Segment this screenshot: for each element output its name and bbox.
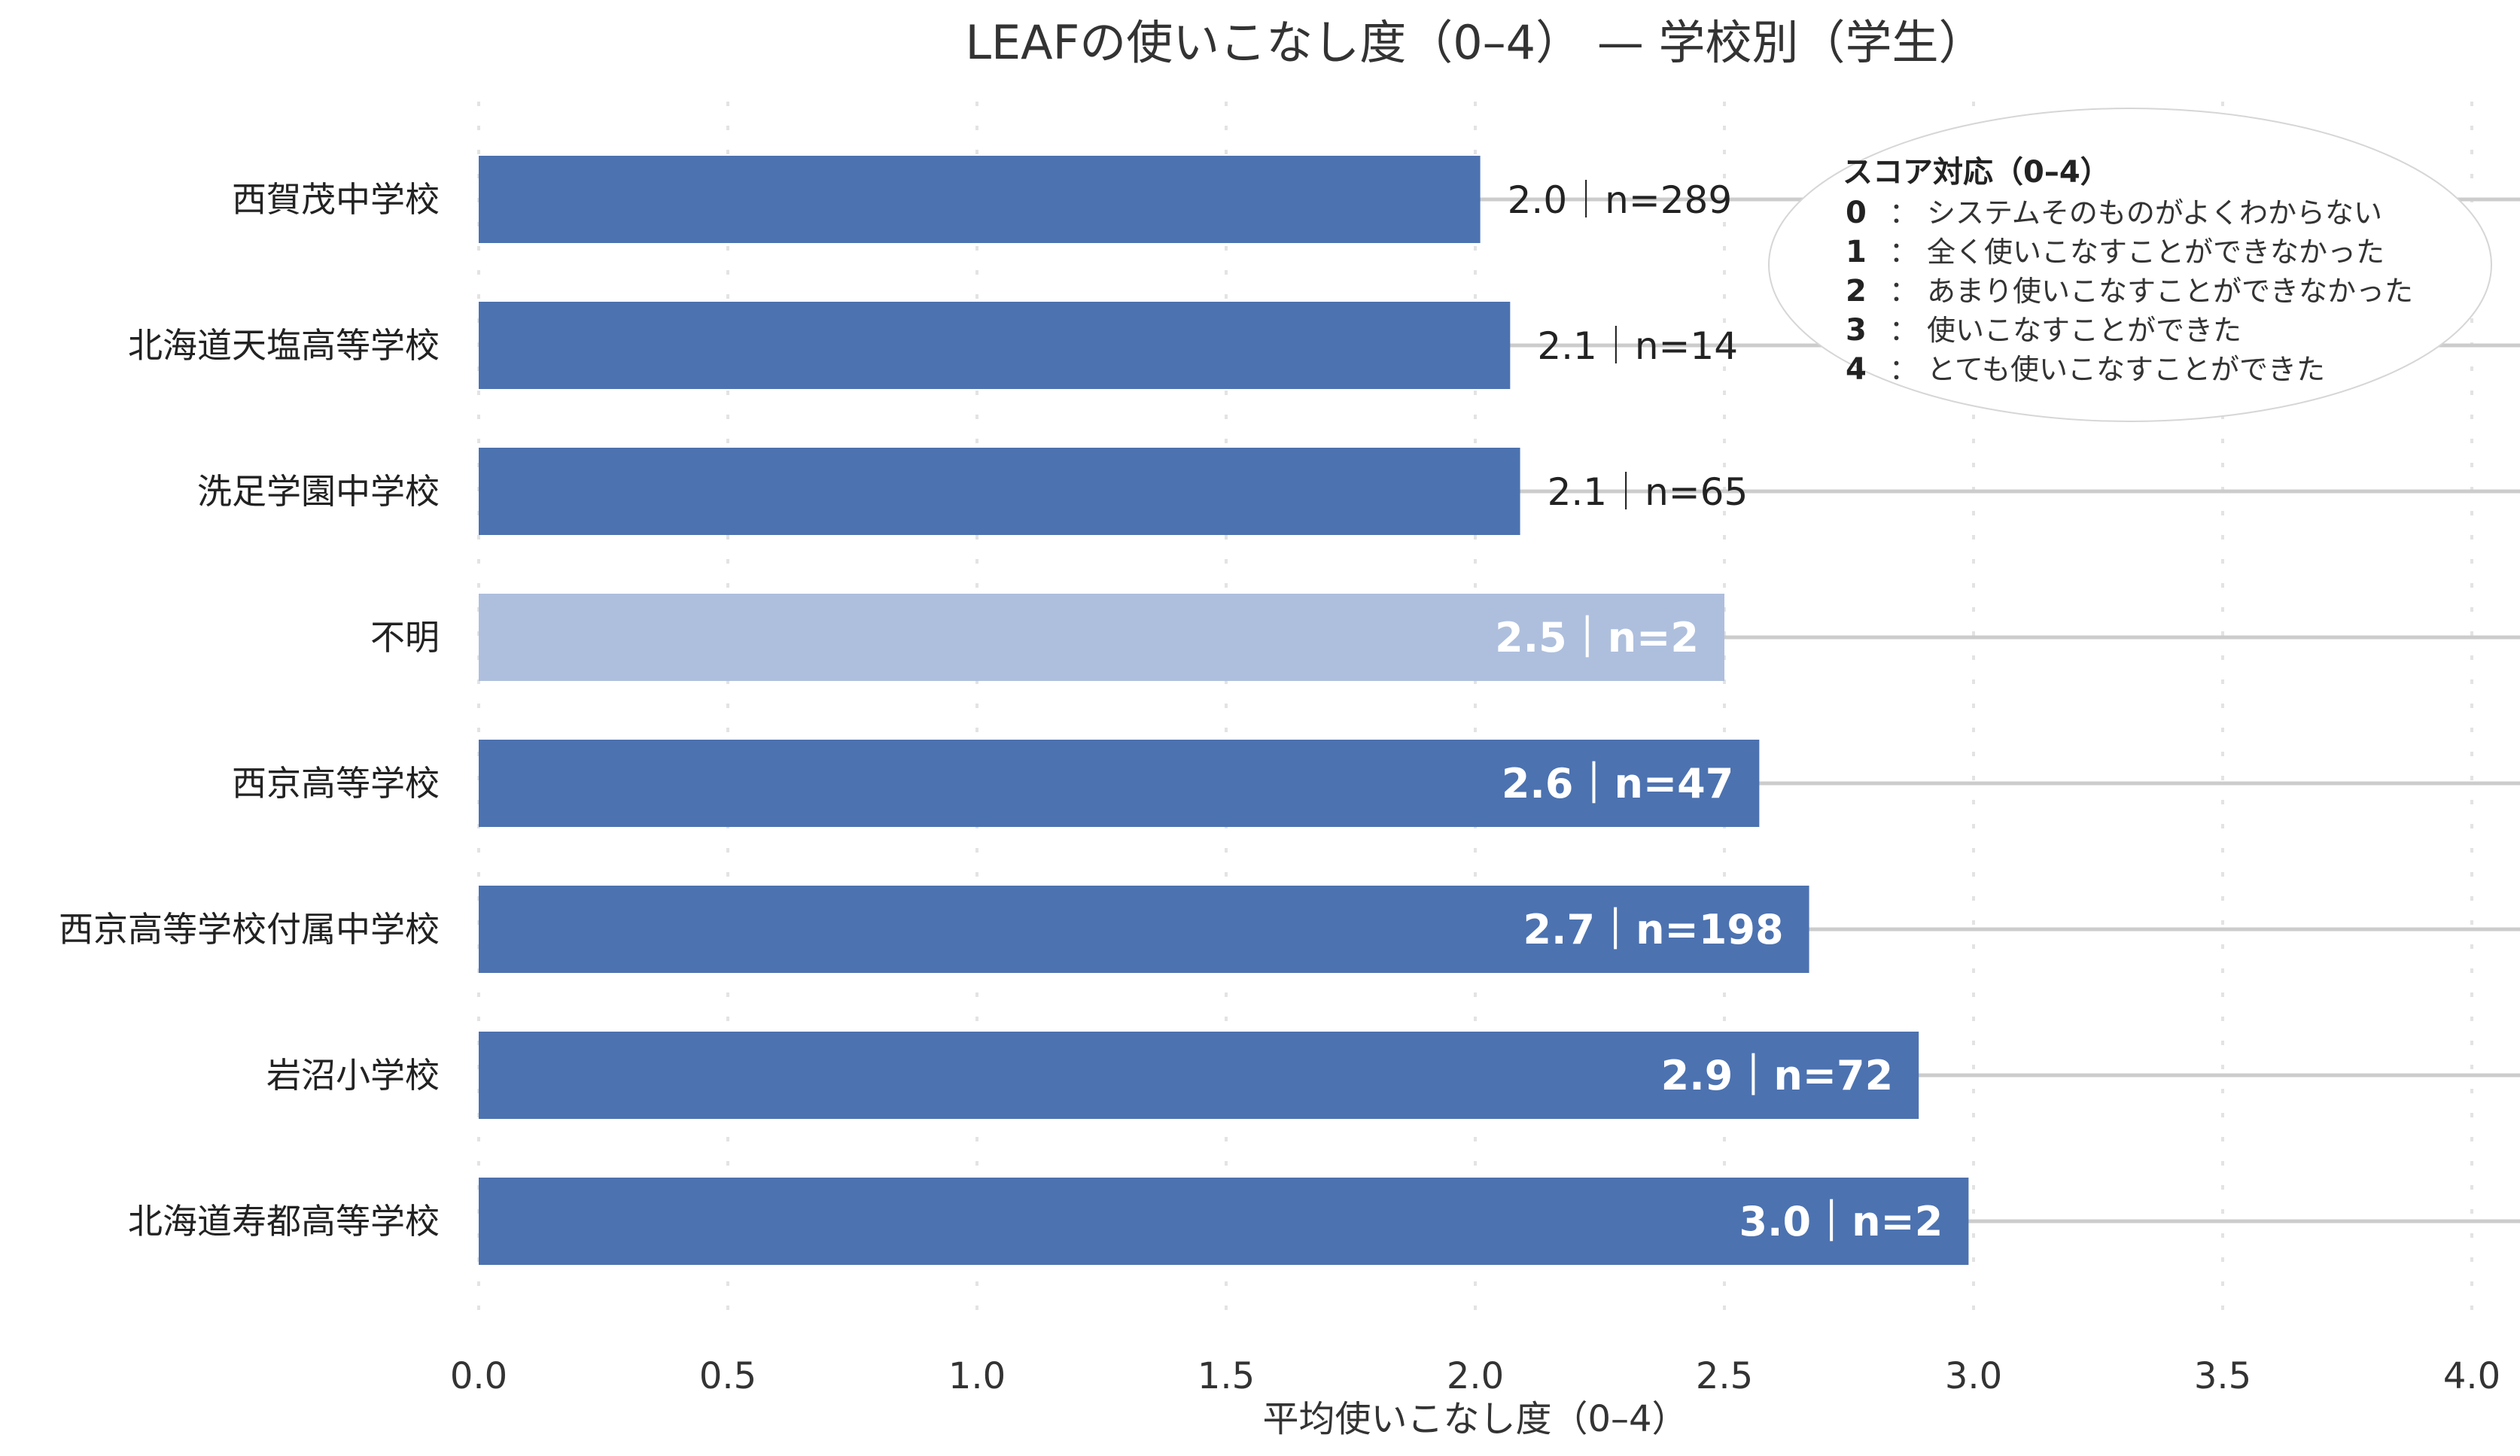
data-labels: 2.0｜n=289 2.1｜n=14 2.1｜n=65 2.5｜n=2 2.6｜n=47… (1495, 178, 1943, 1245)
x-tick-label: 4.0 (2443, 1355, 2500, 1397)
bars (479, 156, 1969, 1265)
x-tick-label: 1.0 (948, 1355, 1006, 1397)
bar (479, 1032, 1919, 1119)
data-label: 2.1｜n=14 (1537, 324, 1738, 368)
data-label: 3.0｜n=2 (1739, 1198, 1943, 1245)
legend-frame (1768, 108, 2492, 422)
bar (479, 302, 1511, 389)
legend-title: スコア対応（0–4） (1843, 155, 2111, 190)
x-tick-label: 3.0 (1945, 1355, 2002, 1397)
legend-item-text: 使いこなすことができた (1927, 314, 2242, 347)
legend-item-key: 0 (1846, 196, 1867, 230)
legend-item-text: システムそのものがよくわからない (1927, 196, 2382, 229)
legend: スコア対応（0–4） 0 ： システムそのものがよくわからない 1 ： 全く使いこなすこと… (1768, 108, 2492, 422)
x-tick-label: 0.0 (450, 1355, 507, 1397)
data-label: 2.0｜n=289 (1508, 178, 1733, 222)
x-tick-label: 0.5 (699, 1355, 756, 1397)
legend-item-text: とても使いこなすことができた (1927, 353, 2325, 386)
x-tick-label: 2.0 (1447, 1355, 1504, 1397)
x-ticks: 0.0 0.5 1.0 1.5 2.0 2.5 3.0 3.5 4.0 (450, 1355, 2500, 1397)
category-label: 西京高等学校 (232, 763, 440, 804)
x-tick-label: 2.5 (1696, 1355, 1753, 1397)
bar (479, 156, 1481, 243)
legend-items: 0 ： システムそのものがよくわからない 1 ： 全く使いこなすことができなかった 2 ： あま… (1846, 196, 2413, 387)
data-label: 2.5｜n=2 (1495, 614, 1699, 661)
bar (479, 594, 1724, 681)
legend-item-separator: ： (1889, 353, 1918, 386)
legend-item-text: 全く使いこなすことができなかった (1927, 236, 2385, 269)
bar (479, 740, 1760, 827)
legend-item-separator: ： (1889, 196, 1918, 229)
legend-item-separator: ： (1889, 275, 1918, 308)
bar (479, 1178, 1969, 1265)
category-label: 西賀茂中学校 (232, 179, 440, 220)
category-labels: 西賀茂中学校北海道天塩高等学校洗足学園中学校不明西京高等学校西京高等学校付属中学… (59, 179, 440, 1242)
legend-item-text: あまり使いこなすことができなかった (1927, 275, 2413, 308)
category-label: 北海道天塩高等学校 (128, 325, 440, 366)
data-label: 2.9｜n=72 (1661, 1052, 1894, 1099)
category-label: 北海道寿都高等学校 (128, 1201, 440, 1242)
legend-item-key: 2 (1846, 274, 1867, 309)
chart-title: LEAFの使いこなし度（0–4） — 学校別（学生） (965, 15, 1985, 70)
x-tick-label: 1.5 (1198, 1355, 1255, 1397)
category-label: 岩沼小学校 (266, 1055, 440, 1096)
legend-item-separator: ： (1889, 236, 1918, 269)
bar (479, 886, 1809, 973)
category-label: 洗足学園中学校 (197, 471, 440, 512)
legend-item-key: 4 (1846, 352, 1867, 387)
legend-item-key: 3 (1846, 313, 1867, 348)
x-axis-label: 平均使いこなし度（0–4） (1262, 1398, 1688, 1440)
data-label: 2.1｜n=65 (1548, 470, 1748, 514)
legend-item-separator: ： (1889, 314, 1918, 347)
category-label: 不明 (370, 617, 440, 658)
bar (479, 448, 1520, 535)
legend-item-key: 1 (1846, 235, 1867, 269)
x-tick-label: 3.5 (2194, 1355, 2251, 1397)
category-label: 西京高等学校付属中学校 (59, 909, 440, 950)
data-label: 2.7｜n=198 (1523, 906, 1783, 953)
data-label: 2.6｜n=47 (1502, 760, 1734, 807)
